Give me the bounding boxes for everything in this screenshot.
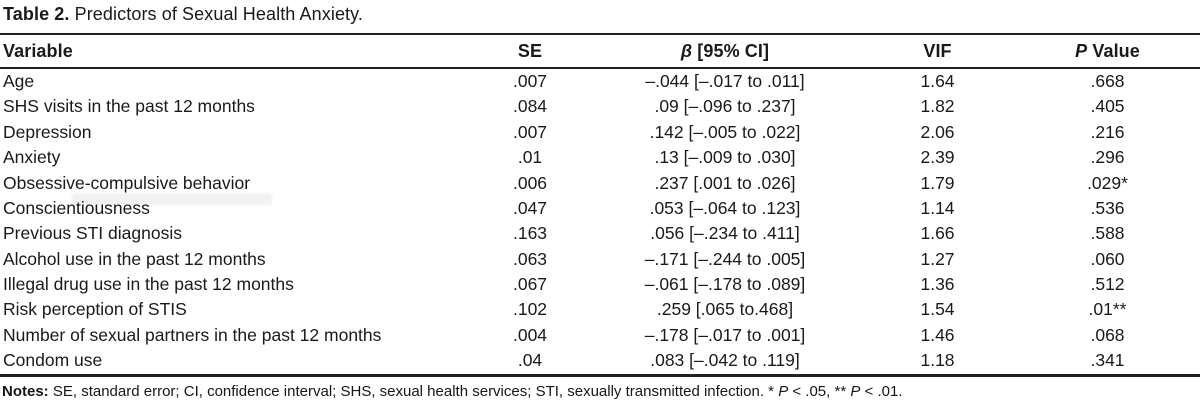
cell-vif: 1.36 [920,274,955,295]
cell-se: .007 [512,121,548,142]
cell-vif: 2.39 [920,147,955,168]
table-row: Illegal drug use in the past 12 months .… [0,272,1200,297]
cell-se: .007 [512,70,548,91]
table-row: SHS visits in the past 12 months .084 .0… [0,94,1200,119]
table-row: Obsessive-compulsive behavior .006 .237 … [0,171,1200,196]
cell-vif: 1.18 [920,350,955,371]
p-symbol: P [1075,40,1088,61]
significance-threshold-1: < .05, ** [792,382,847,400]
table-row: Conscientiousness .047 .053 [–.064 to .1… [0,196,1200,221]
table-row: Previous STI diagnosis .163 .056 [–.234 … [0,221,1200,246]
predictors-table: Variable SE β [95% CI] VIF P Value Age .… [0,33,1200,377]
cell-vif: 1.79 [920,172,955,193]
cell-p-value: .029* [1087,172,1128,193]
table-row: Condom use .04 .083 [–.042 to .119] 1.18… [0,348,1200,375]
cell-variable: Alcohol use in the past 12 months [3,248,266,269]
cell-variable: SHS visits in the past 12 months [3,96,255,117]
table-row: Age .007 –.044 [–.017 to .011] 1.64 .668 [0,68,1200,94]
cell-variable: Previous STI diagnosis [3,223,182,244]
notes-abbreviations: SE, standard error; CI, confidence inter… [52,382,775,400]
cell-se: .102 [512,299,548,320]
column-header-variable: Variable [0,34,470,69]
beta-ci-label: [95% CI] [697,40,770,61]
cell-se: .004 [512,324,548,345]
cell-p-value: .01** [1088,299,1127,320]
cell-beta-ci: .13 [–.009 to .030] [654,147,796,168]
cell-beta-ci: –.171 [–.244 to .005] [644,248,806,269]
table-notes: Notes: SE, standard error; CI, confidenc… [0,383,1200,401]
cell-beta-ci: –.178 [–.017 to .001] [644,324,806,345]
cell-se: .01 [517,147,543,168]
cell-p-value: .341 [1090,350,1125,371]
cell-se: .006 [512,172,548,193]
cell-vif: 1.66 [920,223,955,244]
cell-variable: Conscientiousness [3,197,150,218]
cell-beta-ci: .053 [–.064 to .123] [649,197,801,218]
p-symbol: P [850,382,861,400]
cell-beta-ci: .09 [–.096 to .237] [654,96,796,117]
cell-se: .084 [512,96,548,117]
cell-variable: Obsessive-compulsive behavior [3,172,251,193]
notes-label: Notes: [2,382,49,400]
cell-vif: 1.64 [920,70,955,91]
cell-variable: Risk perception of STIS [3,299,187,320]
column-header-vif: VIF [860,34,1015,69]
table-title: Table 2. Predictors of Sexual Health Anx… [0,0,1200,25]
table-row: Anxiety .01 .13 [–.009 to .030] 2.39 .29… [0,145,1200,170]
cell-se: .047 [512,197,548,218]
cell-variable: Anxiety [3,147,61,168]
cell-beta-ci: .142 [–.005 to .022] [649,121,801,142]
table-row: Risk perception of STIS .102 .259 [.065 … [0,298,1200,323]
cell-p-value: .536 [1090,197,1125,218]
cell-p-value: .060 [1090,248,1125,269]
table-row: Number of sexual partners in the past 12… [0,323,1200,348]
cell-p-value: .296 [1090,147,1125,168]
column-header-beta-ci: β [95% CI] [590,34,860,69]
cell-beta-ci: .056 [–.234 to .411] [650,223,800,244]
p-symbol: P [778,382,789,400]
p-value-label: Value [1092,40,1140,61]
cell-beta-ci: .237 [.001 to .026] [654,172,796,193]
cell-p-value: .668 [1090,70,1125,91]
table-title-text: Predictors of Sexual Health Anxiety. [74,4,364,24]
cell-se: .067 [512,274,548,295]
cell-p-value: .512 [1090,274,1125,295]
cell-vif: 1.27 [920,248,955,269]
cell-variable: Age [3,70,35,91]
cell-variable: Condom use [3,350,103,371]
table-row: Depression .007 .142 [–.005 to .022] 2.0… [0,120,1200,145]
table-number-label: Table 2. [3,4,70,24]
column-header-p-value: P Value [1015,34,1200,69]
cell-vif: 1.46 [920,324,955,345]
cell-vif: 1.14 [920,197,955,218]
cell-variable: Illegal drug use in the past 12 months [3,274,294,295]
cell-se: .163 [512,223,548,244]
cell-variable: Depression [3,121,92,142]
beta-symbol: β [680,40,693,61]
cell-variable: Number of sexual partners in the past 12… [3,324,382,345]
cell-vif: 1.54 [920,299,955,320]
cell-se: .04 [517,350,543,371]
cell-p-value: .216 [1090,121,1125,142]
cell-vif: 1.82 [920,96,955,117]
cell-p-value: .068 [1090,324,1125,345]
cell-se: .063 [512,248,548,269]
cell-beta-ci: .259 [.065 to.468] [656,299,794,320]
significance-threshold-2: < .01. [864,382,903,400]
cell-beta-ci: .083 [–.042 to .119] [650,350,800,371]
cell-vif: 2.06 [920,121,955,142]
cell-beta-ci: –.061 [–.178 to .089] [644,274,806,295]
cell-p-value: .405 [1090,96,1125,117]
table-row: Alcohol use in the past 12 months .063 –… [0,247,1200,272]
cell-p-value: .588 [1090,223,1125,244]
column-header-se: SE [470,34,590,69]
table-header-row: Variable SE β [95% CI] VIF P Value [0,34,1200,69]
cell-beta-ci: –.044 [–.017 to .011] [645,70,805,91]
